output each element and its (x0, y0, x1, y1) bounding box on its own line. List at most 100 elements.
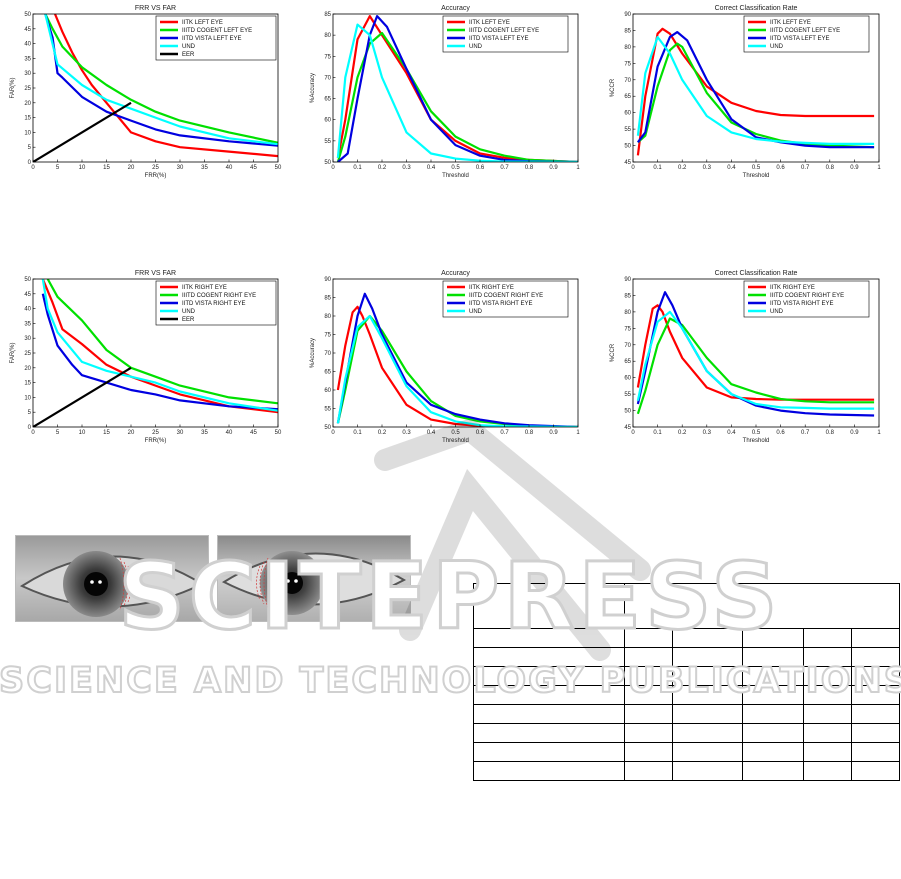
x-tick-label: 0.2 (378, 165, 387, 171)
x-tick-label: 0.5 (752, 165, 761, 171)
legend-label: IITK RIGHT EYE (770, 285, 815, 291)
legend-label: IITK LEFT EYE (182, 20, 223, 26)
y-tick-label: 80 (624, 45, 631, 51)
y-tick-label: 75 (624, 61, 631, 67)
x-tick-label: 1 (576, 430, 580, 436)
y-tick-label: 20 (24, 366, 31, 372)
chart-title: Accuracy (441, 5, 470, 12)
series-line-iiitd-cogent-right-eye (46, 279, 278, 405)
x-tick-label: 1 (877, 430, 881, 436)
y-tick-label: 75 (324, 333, 331, 339)
legend-label: IITD VISTA RIGHT EYE (469, 301, 532, 307)
table-row (473, 723, 900, 743)
x-tick-label: 0 (31, 430, 35, 436)
y-axis-label: %CCR (610, 343, 616, 362)
legend-label: UND (770, 309, 784, 315)
x-tick-label: 0.2 (678, 165, 687, 171)
y-tick-label: 50 (324, 160, 331, 166)
y-tick-label: 80 (324, 314, 331, 320)
table-row (473, 742, 900, 762)
x-tick-label: 15 (103, 165, 110, 171)
y-tick-label: 55 (624, 392, 631, 398)
y-tick-label: 70 (624, 343, 631, 349)
chart-frr-far-left: FRR VS FAR 0 5 10 15 20 25 30 35 40 45 50 0 5 10 15 20 25… (10, 5, 282, 179)
x-tick-label: 0.8 (826, 430, 835, 436)
legend-label: IITD VISTA LEFT EYE (770, 36, 829, 42)
y-tick-label: 55 (324, 139, 331, 145)
legend: IITK LEFT EYE IIITD COGENT LEFT EYE IITD V… (442, 15, 569, 53)
y-axis-label: %CCR (610, 78, 616, 97)
table-row (473, 761, 900, 781)
legend-label: IITD VISTA RIGHT EYE (182, 301, 245, 307)
y-tick-label: 0 (28, 160, 32, 166)
series-line-iitk-right-eye (41, 279, 278, 414)
legend-label: IIITD COGENT RIGHT EYE (182, 293, 256, 299)
y-tick-label: 35 (24, 321, 31, 327)
y-tick-label: 75 (324, 54, 331, 60)
y-tick-label: 50 (624, 409, 631, 415)
x-tick-label: 0.4 (727, 430, 736, 436)
series-line-iitk-left-eye (636, 27, 875, 156)
chart-title: Correct Classification Rate (715, 270, 798, 277)
legend: IITK LEFT EYE IIITD COGENT LEFT EYE IITD V… (743, 15, 870, 53)
x-tick-label: 0 (331, 165, 335, 171)
x-tick-label: 0.1 (653, 430, 662, 436)
x-tick-label: 25 (152, 430, 159, 436)
y-tick-label: 50 (324, 425, 331, 431)
legend-label: UND (182, 44, 196, 50)
y-tick-label: 85 (324, 296, 331, 302)
x-tick-label: 0.8 (525, 165, 534, 171)
x-tick-label: 30 (177, 430, 184, 436)
y-tick-label: 30 (24, 336, 31, 342)
y-tick-label: 55 (624, 127, 631, 133)
series-line-iiitd-cogent-right-eye (336, 314, 578, 427)
y-tick-label: 45 (24, 27, 31, 33)
x-tick-label: 45 (250, 430, 257, 436)
y-tick-label: 90 (624, 12, 631, 18)
x-tick-label: 25 (152, 165, 159, 171)
y-tick-label: 10 (24, 130, 31, 136)
x-axis-label: FRR(%) (145, 438, 167, 444)
eye-image-left (15, 535, 209, 622)
y-tick-label: 60 (624, 376, 631, 382)
x-tick-label: 0.4 (427, 165, 436, 171)
x-tick-label: 0.1 (353, 430, 362, 436)
chart-frr-far-right: FRR VS FAR 0 5 10 15 20 25 30 35 40 45 50 0 5 10 15 20 25… (10, 270, 282, 444)
series-line-iiitd-cogent-right-eye (636, 317, 875, 415)
y-tick-label: 0 (28, 425, 32, 431)
x-tick-label: 0.3 (703, 430, 712, 436)
x-tick-label: 40 (226, 165, 233, 171)
x-tick-label: 15 (103, 430, 110, 436)
y-tick-label: 40 (24, 42, 31, 48)
chart-title: Correct Classification Rate (715, 5, 798, 12)
x-tick-label: 0.4 (727, 165, 736, 171)
chart-title: FRR VS FAR (135, 270, 176, 277)
x-tick-label: 0.1 (353, 165, 362, 171)
series-line-und (336, 314, 578, 427)
y-tick-label: 85 (624, 28, 631, 34)
y-tick-label: 45 (624, 425, 631, 431)
y-tick-label: 65 (324, 97, 331, 103)
x-tick-label: 0.6 (776, 165, 785, 171)
x-tick-label: 0.5 (451, 430, 460, 436)
y-tick-label: 55 (324, 407, 331, 413)
x-tick-label: 0.7 (500, 165, 509, 171)
x-axis-label: FRR(%) (145, 173, 167, 179)
y-axis-label: FAR(%) (10, 342, 16, 363)
legend-label: UND (469, 44, 483, 50)
x-tick-label: 0.3 (402, 165, 411, 171)
legend: IITK RIGHT EYE IIITD COGENT RIGHT EYE IITD… (155, 280, 277, 326)
chart-title: Accuracy (441, 270, 470, 277)
y-tick-label: 60 (324, 118, 331, 124)
legend-label: IITK RIGHT EYE (182, 285, 227, 291)
x-tick-label: 0.7 (500, 430, 509, 436)
x-axis-label: Threshold (442, 438, 469, 444)
legend-label: UND (770, 44, 784, 50)
x-tick-label: 0.5 (451, 165, 460, 171)
x-tick-label: 20 (128, 165, 135, 171)
x-tick-label: 0.3 (703, 165, 712, 171)
eye-image-right (217, 535, 411, 622)
chart-ccr-right: Correct Classification Rate 0 0.1 0.2 0.3 0.4… (610, 270, 881, 444)
legend-label: IIITD COGENT LEFT EYE (469, 28, 539, 34)
series-line-iiitd-cogent-left-eye (336, 31, 578, 162)
